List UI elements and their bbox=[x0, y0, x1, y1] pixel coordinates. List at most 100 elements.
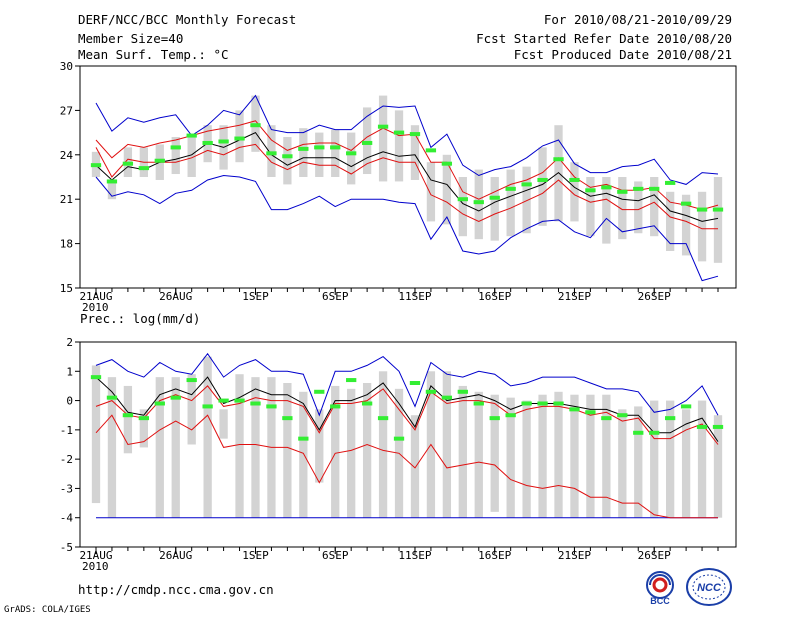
observed-marker bbox=[122, 413, 134, 418]
year-label: 2010 bbox=[82, 301, 109, 314]
ensemble-box bbox=[235, 374, 244, 518]
observed-marker bbox=[633, 430, 644, 435]
year-label: 2010 bbox=[82, 560, 109, 573]
ncc-logo-text: NCC bbox=[697, 582, 722, 594]
ensemble-box bbox=[442, 154, 452, 225]
ensemble-box bbox=[697, 400, 707, 518]
observed-marker bbox=[617, 413, 628, 418]
confidence-low-line bbox=[95, 414, 718, 519]
ensemble-box bbox=[107, 181, 117, 200]
ensemble-box bbox=[107, 377, 117, 518]
observed-marker bbox=[90, 375, 102, 380]
observed-marker bbox=[314, 389, 325, 394]
ensemble-box bbox=[299, 128, 308, 177]
observed-marker bbox=[234, 136, 245, 141]
variable-label: Mean Surf. Temp.: °C bbox=[78, 47, 229, 62]
observed-marker bbox=[218, 398, 229, 403]
ensemble-box bbox=[586, 177, 595, 237]
ensemble-box bbox=[299, 391, 308, 518]
observed-marker bbox=[377, 416, 389, 421]
observed-marker bbox=[585, 188, 596, 193]
observed-marker bbox=[633, 186, 644, 191]
grads-credit: GrADS: COLA/IGES bbox=[4, 605, 91, 615]
ensemble-box bbox=[267, 125, 276, 177]
ensemble-box bbox=[362, 107, 372, 175]
ensemble-box bbox=[410, 415, 420, 518]
ensemble-box bbox=[713, 415, 723, 518]
observed-marker bbox=[601, 416, 612, 421]
x-tick-label: 11SEP bbox=[398, 549, 431, 562]
ensemble-box bbox=[187, 135, 196, 177]
observed-marker bbox=[170, 145, 181, 150]
y-tick-label: -1 bbox=[60, 424, 73, 437]
ensemble-box bbox=[251, 377, 260, 518]
ensemble-box bbox=[538, 394, 547, 518]
observed-marker bbox=[393, 130, 405, 135]
ensemble-box bbox=[697, 191, 707, 262]
ensemble-box bbox=[347, 388, 356, 518]
ensemble-box bbox=[650, 177, 659, 237]
ensemble-box bbox=[474, 169, 483, 240]
y-tick-label: -5 bbox=[60, 541, 73, 554]
chart-title: DERF/NCC/BCC Monthly Forecast bbox=[78, 12, 297, 27]
observed-marker bbox=[154, 401, 165, 406]
observed-marker bbox=[712, 424, 724, 429]
plot-frame bbox=[79, 65, 737, 289]
x-tick-label: 16SEP bbox=[478, 290, 511, 303]
ensemble-box bbox=[442, 371, 452, 518]
x-tick-label: 21AUG bbox=[79, 290, 112, 303]
ensemble-box bbox=[315, 132, 324, 177]
y-tick-label: 24 bbox=[60, 149, 74, 162]
observed-marker bbox=[106, 179, 118, 184]
observed-marker bbox=[361, 401, 373, 406]
ensemble-box bbox=[602, 177, 611, 244]
x-tick-label: 21SEP bbox=[558, 549, 591, 562]
source-url[interactable]: http://cmdp.ncc.cma.gov.cn bbox=[78, 582, 274, 597]
x-tick-label: 11SEP bbox=[398, 290, 431, 303]
observed-marker bbox=[425, 389, 437, 394]
observed-marker bbox=[696, 207, 708, 212]
ensemble-box bbox=[506, 169, 515, 237]
observed-marker bbox=[680, 201, 692, 206]
ensemble-box bbox=[331, 129, 340, 177]
ensemble-box bbox=[123, 385, 133, 454]
y-tick-label: 30 bbox=[60, 60, 73, 73]
precip-axis-label: Prec.: log(mm/d) bbox=[80, 311, 200, 326]
observed-marker bbox=[218, 139, 229, 144]
observed-marker bbox=[409, 132, 421, 137]
observed-marker bbox=[282, 154, 293, 159]
precipitation-panel: -5 -4 -3 -2 -1 0 1 2 21AUG 26AUG 1SEP 6SEP 11SEP 16SE… bbox=[60, 311, 737, 573]
observed-marker bbox=[601, 185, 612, 190]
ensemble-box bbox=[458, 177, 467, 237]
ensemble-box bbox=[458, 385, 467, 518]
ensemble-box bbox=[283, 383, 292, 518]
y-tick-label: -4 bbox=[60, 512, 74, 525]
ensemble-box bbox=[171, 137, 180, 175]
observed-marker bbox=[473, 401, 484, 406]
observed-marker bbox=[266, 151, 277, 156]
observed-marker bbox=[680, 404, 692, 409]
observed-marker bbox=[696, 424, 708, 429]
ensemble-box bbox=[139, 409, 148, 448]
ensemble-median-line bbox=[95, 376, 719, 442]
observed-marker bbox=[298, 436, 309, 441]
ensemble-box bbox=[171, 377, 180, 518]
ensemble-box bbox=[331, 385, 340, 518]
observed-marker bbox=[393, 436, 405, 441]
ensemble-box bbox=[91, 365, 101, 504]
observed-marker bbox=[521, 182, 532, 187]
forecast-period: For 2010/08/21-2010/09/29 bbox=[543, 12, 732, 27]
observed-marker bbox=[473, 200, 484, 205]
ensemble-box bbox=[554, 125, 563, 222]
ensemble-box bbox=[634, 406, 643, 518]
ensemble-box bbox=[554, 391, 563, 518]
extreme-low-line bbox=[95, 174, 719, 282]
observed-marker bbox=[138, 166, 149, 171]
plot-frame bbox=[79, 341, 737, 548]
observed-marker bbox=[282, 416, 293, 421]
observed-marker bbox=[186, 378, 197, 383]
observed-marker bbox=[537, 401, 548, 406]
observed-marker bbox=[489, 416, 500, 421]
ensemble-box bbox=[713, 177, 723, 263]
